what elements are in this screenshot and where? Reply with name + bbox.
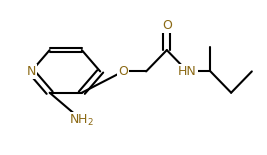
Text: O: O	[118, 65, 128, 78]
Text: HN: HN	[178, 65, 197, 78]
Text: N: N	[27, 65, 36, 78]
Text: NH$_2$: NH$_2$	[69, 113, 94, 128]
Text: O: O	[162, 19, 172, 32]
